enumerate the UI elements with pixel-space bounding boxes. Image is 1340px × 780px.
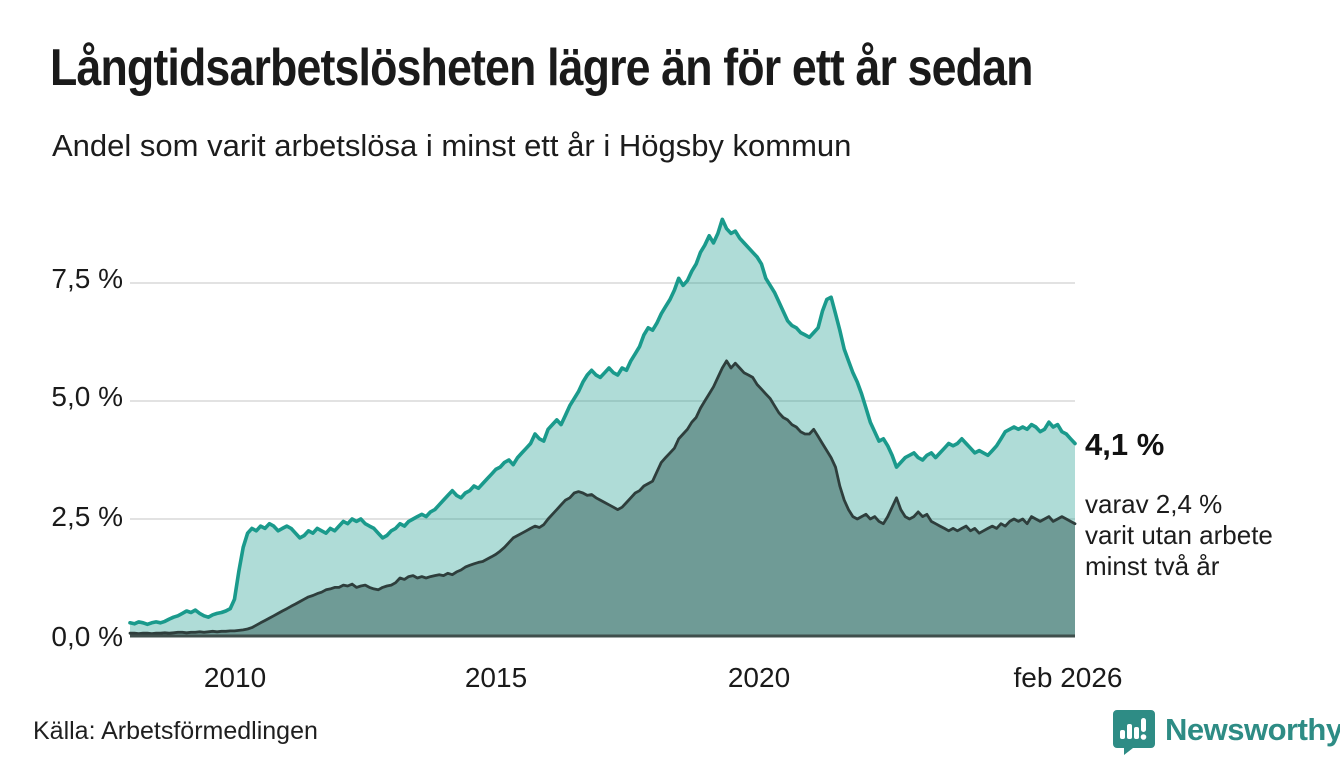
secondary-note-line1: varav 2,4 % <box>1085 489 1223 519</box>
secondary-value-note: varav 2,4 % varit utan arbete minst två … <box>1085 489 1273 582</box>
brand-logo: Newsworthy <box>1113 708 1340 761</box>
x-axis-label-2020: 2020 <box>727 662 791 693</box>
series-area-1 <box>130 360 1075 637</box>
y-axis-label-5-0: 5,0 % <box>51 381 123 412</box>
y-axis-label-2-5: 2,5 % <box>51 501 123 532</box>
source-credit: Källa: Arbetsförmedlingen <box>33 717 318 745</box>
series-line-0 <box>128 217 1077 627</box>
y-axis-label-7-5: 7,5 % <box>51 263 123 294</box>
bar-chart-speech-bubble-icon <box>1113 708 1155 761</box>
x-axis-label-2015: 2015 <box>464 662 528 693</box>
secondary-note-line2: varit utan arbete <box>1085 520 1273 550</box>
secondary-note-line3: minst två år <box>1085 551 1220 581</box>
chart-title: Långtidsarbetslösheten lägre än för ett … <box>50 39 1033 97</box>
y-axis-label-0-0: 0,0 % <box>51 621 123 652</box>
x-axis-label-2010: 2010 <box>203 662 267 693</box>
x-axis-label-feb-2026: feb 2026 <box>1013 662 1123 693</box>
brand-name: Newsworthy <box>1165 712 1340 747</box>
chart-subtitle: Andel som varit arbetslösa i minst ett å… <box>52 128 852 163</box>
series-line-1 <box>128 359 1077 636</box>
latest-value-label: 4,1 % <box>1085 427 1165 462</box>
